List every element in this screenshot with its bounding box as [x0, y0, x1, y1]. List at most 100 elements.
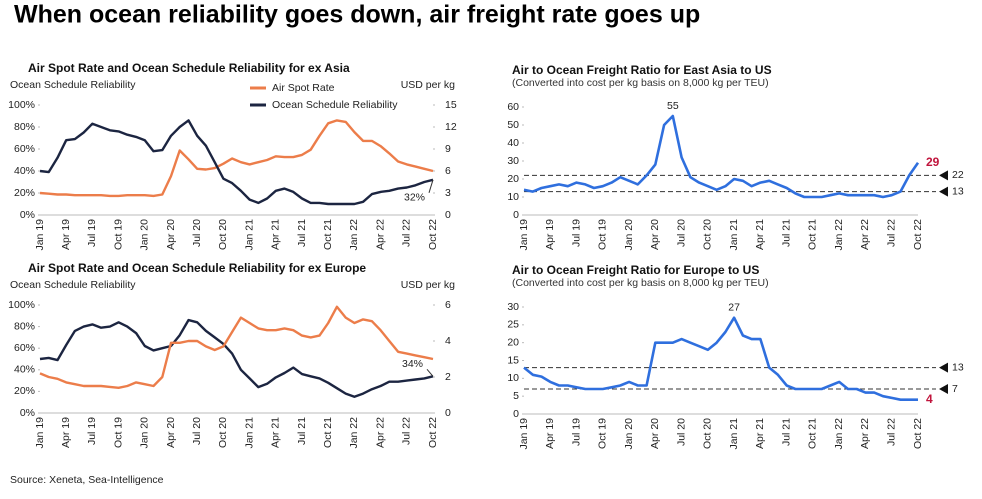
y2-tick-label: 6: [445, 165, 451, 177]
x-tick-label: Apr 19: [60, 219, 72, 250]
x-tick-label: Jul 19: [570, 418, 582, 446]
chart-title: Air Spot Rate and Ocean Schedule Reliabi…: [28, 261, 366, 275]
x-tick-label: Jan 20: [139, 219, 151, 251]
y2-tick-label: 0: [445, 407, 451, 419]
x-tick-label: Jan 20: [139, 417, 151, 449]
y-tick-label: 40%: [14, 165, 35, 177]
y2-tick-label: 0: [445, 209, 451, 221]
y-tick-label: 0: [513, 408, 519, 420]
reference-arrow: [939, 362, 948, 373]
x-tick-label: Jul 20: [191, 417, 203, 445]
annotation-leader: [426, 368, 434, 377]
reference-arrow: [939, 384, 948, 395]
x-tick-label: Jul 20: [675, 418, 687, 446]
x-tick-label: Jan 21: [728, 219, 740, 251]
x-tick-label: Oct 19: [597, 219, 609, 250]
annotation: 27: [728, 301, 740, 313]
x-tick-label: Apr 21: [270, 417, 282, 448]
y-tick-label: 20: [507, 336, 519, 348]
x-tick-label: Jul 19: [86, 219, 98, 247]
x-tick-label: Jan 21: [243, 417, 255, 449]
x-tick-label: Apr 22: [859, 219, 871, 250]
x-tick-label: Jul 21: [296, 219, 308, 247]
y-tick-label: 40%: [14, 364, 35, 376]
annotation: 55: [667, 100, 679, 112]
x-tick-label: Jan 21: [728, 418, 740, 450]
x-tick-label: Apr 20: [649, 418, 661, 449]
x-tick-label: Oct 22: [912, 418, 924, 449]
x-tick-label: Apr 19: [544, 418, 556, 449]
x-tick-label: Apr 20: [165, 417, 177, 448]
x-tick-label: Apr 21: [270, 219, 282, 250]
reference-label: 7: [952, 383, 958, 395]
x-tick-label: Jan 19: [34, 417, 46, 449]
y2-tick-label: 9: [445, 143, 451, 155]
y-tick-label: 80%: [14, 121, 35, 133]
y-axis-label: Ocean Schedule Reliability: [10, 79, 136, 91]
annotation: 34%: [402, 358, 423, 370]
annotation: 32%: [404, 192, 425, 204]
y-tick-label: 10: [507, 372, 519, 384]
y-tick-label: 10: [507, 191, 519, 203]
y2-tick-label: 6: [445, 299, 451, 311]
x-tick-label: Jan 19: [518, 418, 530, 450]
x-tick-label: Apr 22: [374, 417, 386, 448]
annotation: 29: [926, 155, 940, 169]
y-tick-label: 40: [507, 137, 519, 149]
series-line: [39, 119, 434, 206]
y2-tick-label: 3: [445, 187, 451, 199]
x-tick-label: Apr 19: [60, 417, 72, 448]
chart-title: Air Spot Rate and Ocean Schedule Reliabi…: [28, 61, 350, 75]
x-tick-label: Oct 19: [112, 219, 124, 250]
x-tick-label: Oct 19: [597, 418, 609, 449]
annotation-leader: [428, 179, 434, 193]
x-tick-label: Jul 19: [570, 219, 582, 247]
y2-axis-label: USD per kg: [401, 79, 455, 91]
x-tick-label: Jul 21: [780, 418, 792, 446]
x-tick-label: Oct 22: [427, 417, 439, 448]
x-tick-label: Jul 22: [401, 417, 413, 445]
chart-subtitle: (Converted into cost per kg basis on 8,0…: [512, 277, 769, 289]
reference-label: 13: [952, 185, 964, 197]
y-tick-label: 100%: [8, 299, 35, 311]
page-title: When ocean reliability goes down, air fr…: [14, 1, 700, 29]
reference-label: 13: [952, 361, 964, 373]
y-tick-label: 50: [507, 119, 519, 131]
x-tick-label: Apr 20: [165, 219, 177, 250]
y-tick-label: 80%: [14, 320, 35, 332]
chart-title: Air to Ocean Freight Ratio for East Asia…: [512, 63, 772, 77]
x-tick-label: Oct 19: [112, 417, 124, 448]
x-tick-label: Jan 20: [623, 418, 635, 450]
x-tick-label: Oct 20: [217, 417, 229, 448]
x-tick-label: Oct 20: [217, 219, 229, 250]
x-tick-label: Jul 21: [780, 219, 792, 247]
x-tick-label: Jul 21: [296, 417, 308, 445]
x-tick-label: Jan 22: [833, 418, 845, 450]
reference-arrow: [939, 186, 948, 197]
y-tick-label: 15: [507, 354, 519, 366]
y2-tick-label: 12: [445, 121, 457, 133]
series-line: [523, 316, 918, 401]
y-tick-label: 30: [507, 155, 519, 167]
y-tick-label: 25: [507, 319, 519, 331]
y-tick-label: 60%: [14, 143, 35, 155]
x-tick-label: Oct 21: [322, 417, 334, 448]
chart-title: Air to Ocean Freight Ratio for Europe to…: [512, 263, 759, 277]
x-tick-label: Apr 20: [649, 219, 661, 250]
x-tick-label: Jan 21: [243, 219, 255, 251]
y2-tick-label: 15: [445, 99, 457, 111]
x-tick-label: Oct 22: [912, 219, 924, 250]
x-tick-label: Jul 22: [401, 219, 413, 247]
y-tick-label: 20%: [14, 385, 35, 397]
reference-label: 22: [952, 169, 964, 181]
x-tick-label: Apr 22: [374, 219, 386, 250]
x-tick-label: Oct 22: [427, 219, 439, 250]
x-tick-label: Apr 21: [754, 418, 766, 449]
y2-tick-label: 4: [445, 335, 451, 347]
x-tick-label: Jan 22: [833, 219, 845, 251]
y-axis-label: Ocean Schedule Reliability: [10, 279, 136, 291]
series-line: [39, 305, 434, 389]
x-tick-label: Jul 20: [675, 219, 687, 247]
series-line: [39, 119, 434, 198]
